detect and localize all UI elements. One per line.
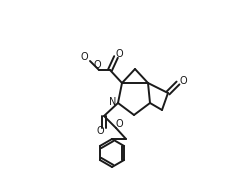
Text: O: O bbox=[80, 52, 88, 62]
Text: O: O bbox=[96, 126, 104, 136]
Text: O: O bbox=[179, 76, 187, 86]
Text: N: N bbox=[109, 97, 117, 107]
Text: O: O bbox=[115, 49, 123, 59]
Text: O: O bbox=[115, 119, 123, 129]
Text: O: O bbox=[93, 60, 101, 70]
